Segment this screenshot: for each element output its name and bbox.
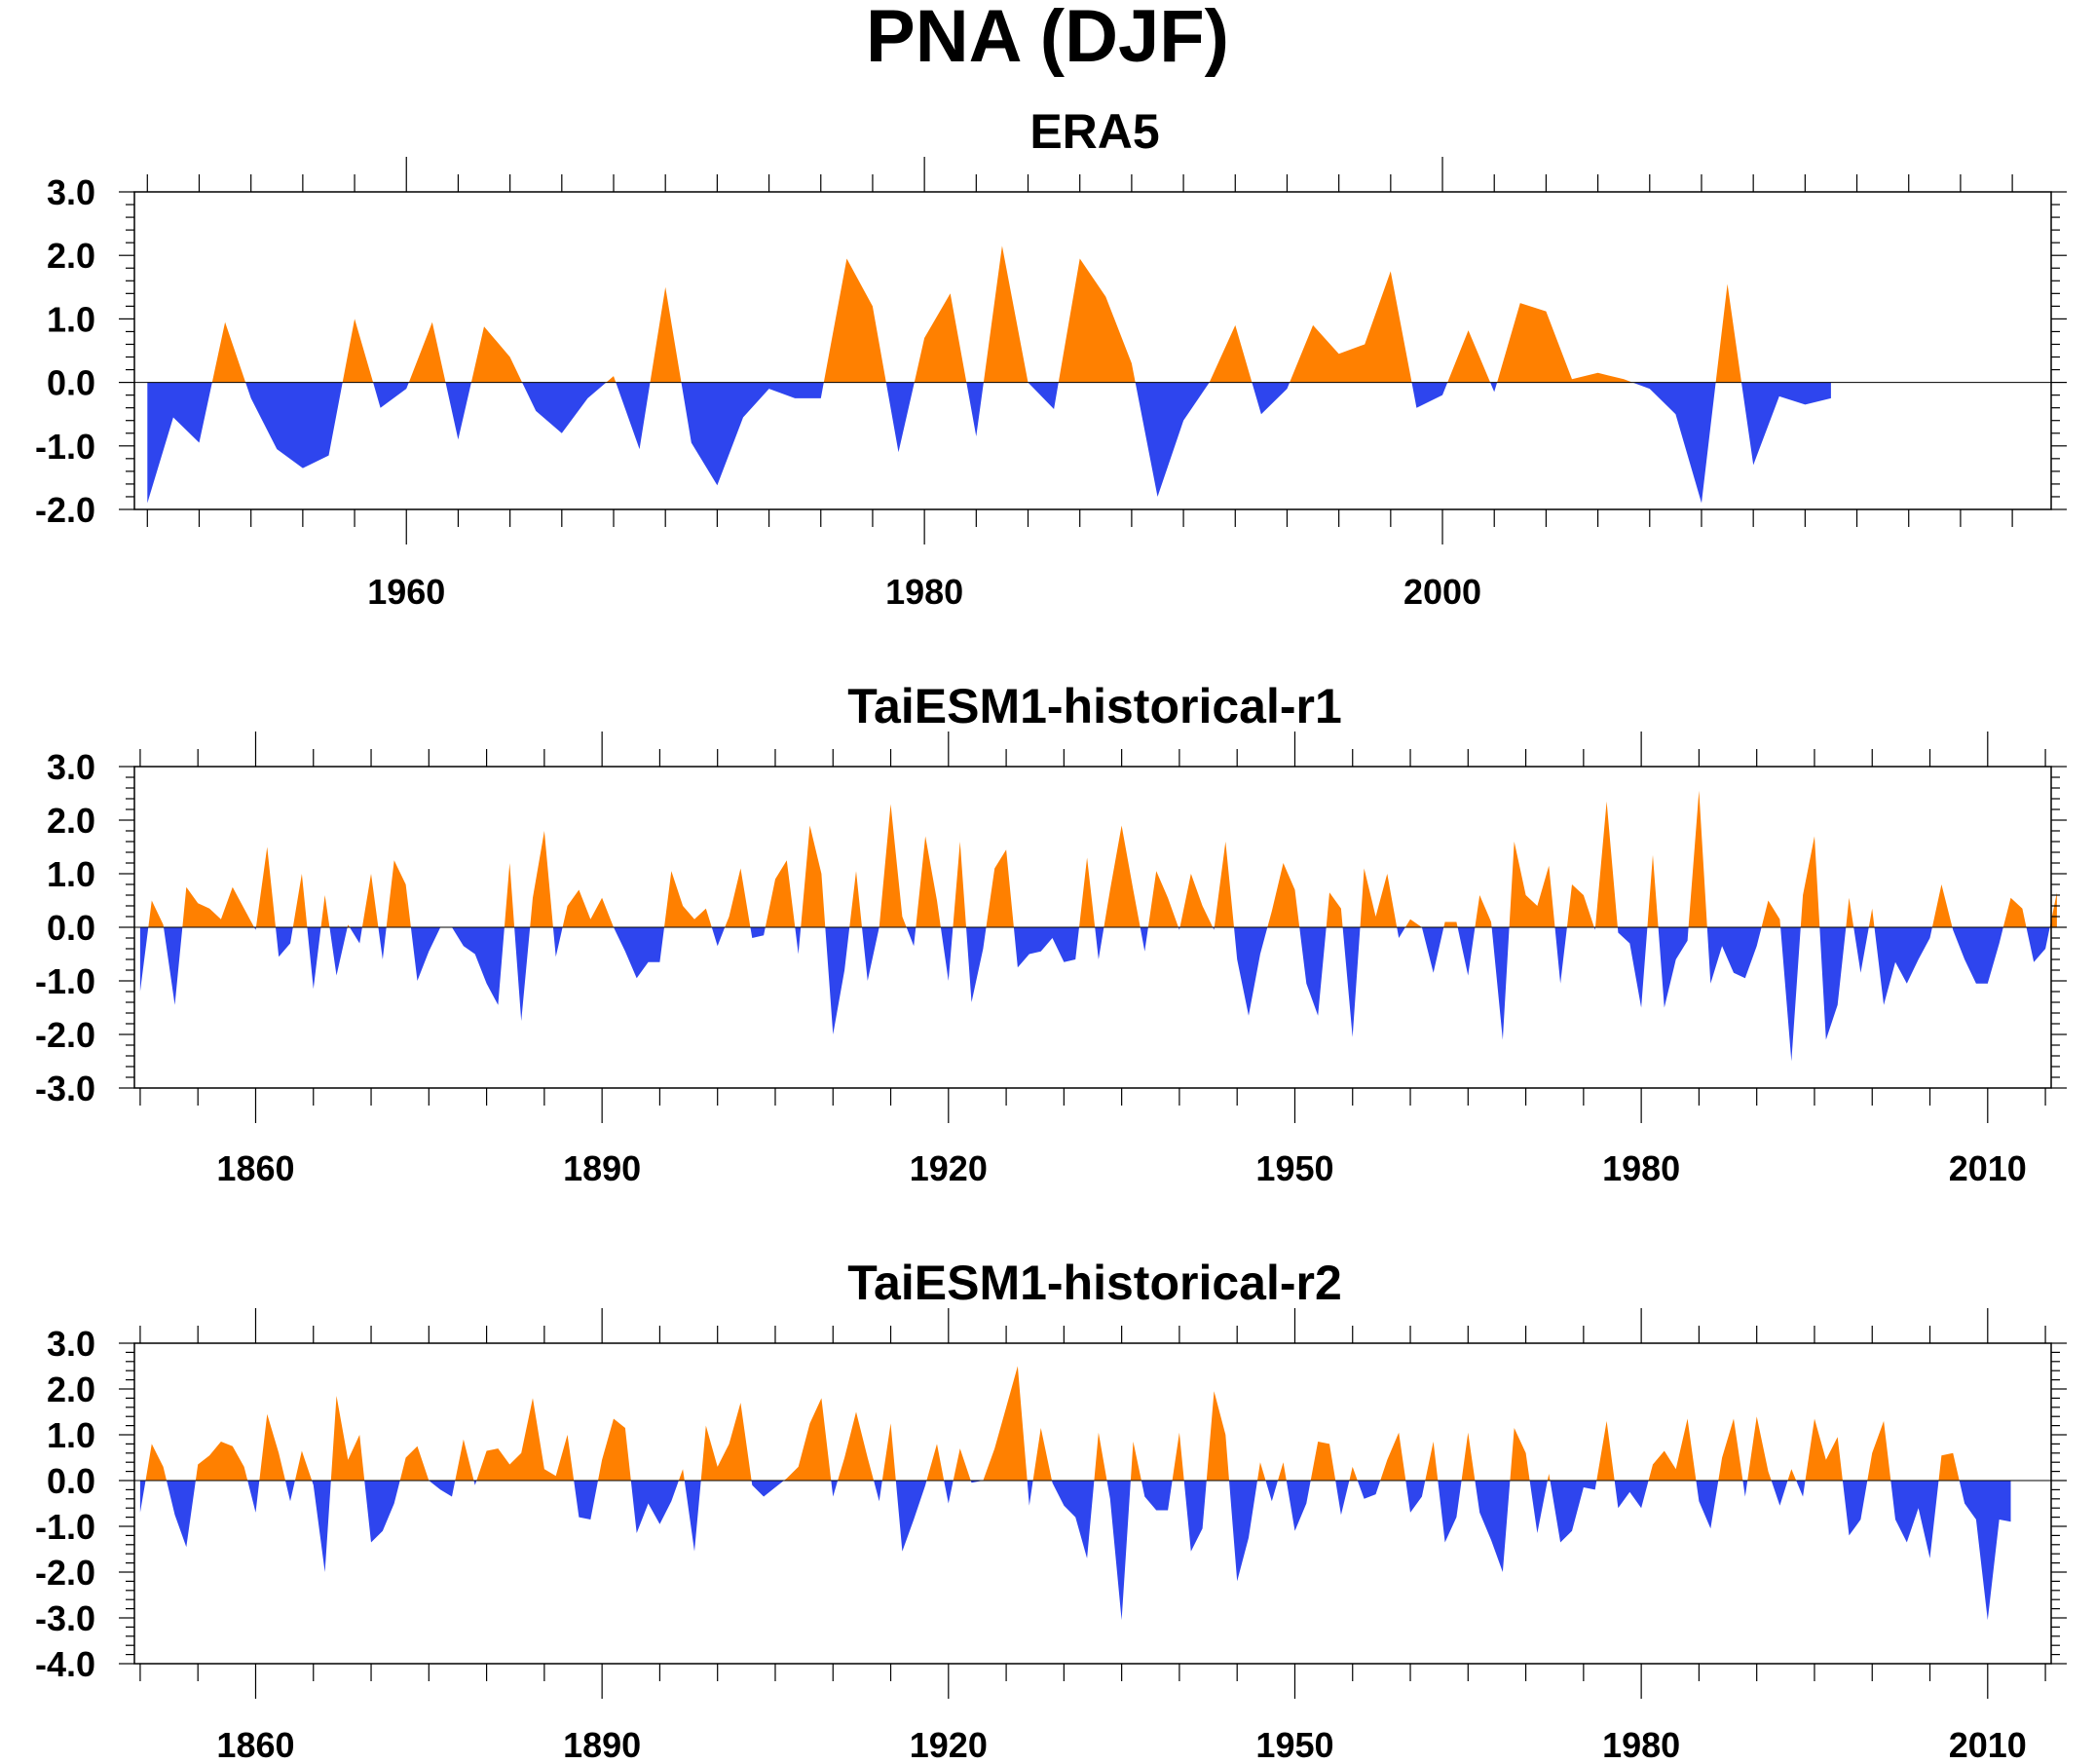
- y-tick-label: -2.0: [35, 490, 95, 530]
- x-tick-label: 1980: [885, 572, 963, 612]
- x-tick-label: 1980: [1602, 1148, 1680, 1188]
- panel-2: -3.0 -2.0 -1.0 0.0 1.0 2.0 3.0 1860 1890 1920 1950…: [35, 679, 2067, 1188]
- y-tick-label: 1.0: [47, 299, 95, 339]
- y-tick-label: -1.0: [35, 427, 95, 467]
- x-tick-label: 1920: [910, 1725, 988, 1759]
- figure-title: PNA (DJF): [866, 0, 1229, 78]
- plot-frame: [133, 191, 2052, 510]
- y-tick-label: 1.0: [47, 1415, 95, 1455]
- y-tick-label: 0.0: [47, 1461, 95, 1501]
- y-tick-label: 3.0: [47, 747, 95, 787]
- y-tick-label: 3.0: [47, 172, 95, 212]
- y-tick-label: -3.0: [35, 1598, 95, 1638]
- x-tick-label: 1890: [563, 1148, 641, 1188]
- y-tick-label: 2.0: [47, 1370, 95, 1409]
- x-tick-label: 1920: [910, 1148, 988, 1188]
- negative-anomaly-area: [139, 927, 2057, 1062]
- y-tick-label: -1.0: [35, 1507, 95, 1547]
- y-tick-label: 1.0: [47, 854, 95, 894]
- x-tick-label: 1860: [216, 1148, 294, 1188]
- negative-anomaly-area: [147, 382, 1831, 504]
- y-tick-label: -4.0: [35, 1644, 95, 1684]
- y-tick-label: 0.0: [47, 363, 95, 403]
- x-tick-label: 2010: [1949, 1725, 2027, 1759]
- x-tick-label: 1860: [216, 1725, 294, 1759]
- y-tick-label: -1.0: [35, 961, 95, 1001]
- x-tick-label: 1980: [1602, 1725, 1680, 1759]
- y-tick-label: 3.0: [47, 1324, 95, 1364]
- x-tick-label: 1950: [1255, 1725, 1333, 1759]
- y-tick-label: 0.0: [47, 908, 95, 948]
- x-tick-label: 1890: [563, 1725, 641, 1759]
- positive-anomaly-area: [147, 245, 1831, 383]
- plot-frame: [133, 1342, 2052, 1665]
- panel-1: -2.0 -1.0 0.0 1.0 2.0 3.0 1960 1980 2000 ERA5: [35, 104, 2067, 612]
- y-tick-label: -3.0: [35, 1069, 95, 1108]
- panel-title: TaiESM1-historical-r1: [847, 679, 1342, 733]
- panel-title: ERA5: [1029, 104, 1159, 159]
- y-tick-label: 2.0: [47, 801, 95, 841]
- y-tick-label: 2.0: [47, 236, 95, 276]
- x-tick-label: 1950: [1255, 1148, 1333, 1188]
- y-tick-label: -2.0: [35, 1015, 95, 1055]
- y-tick-label: -2.0: [35, 1553, 95, 1593]
- panel-3: -4.0 -3.0 -2.0 -1.0 0.0 1.0 2.0 3.0 1860 1890 1920…: [35, 1256, 2067, 1764]
- negative-anomaly-area: [139, 1481, 2011, 1621]
- x-tick-label: 1960: [367, 572, 445, 612]
- panel-title: TaiESM1-historical-r2: [847, 1256, 1342, 1310]
- positive-anomaly-area: [139, 1366, 2011, 1481]
- x-tick-label: 2000: [1403, 572, 1481, 612]
- x-tick-label: 2010: [1949, 1148, 2027, 1188]
- positive-anomaly-area: [139, 790, 2057, 927]
